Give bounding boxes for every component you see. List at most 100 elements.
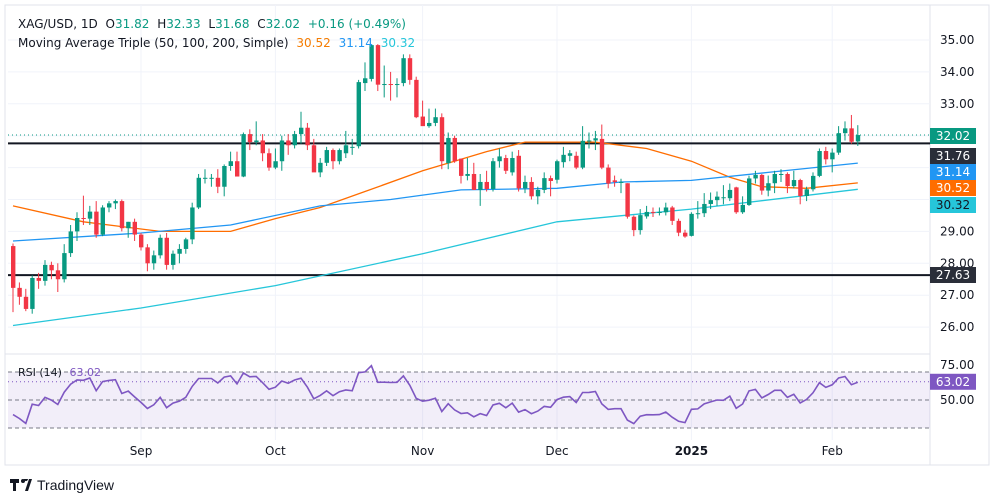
candle-body — [638, 215, 643, 231]
candle — [766, 175, 771, 197]
candle-body — [785, 173, 790, 187]
price-tick-label: 29.00 — [940, 224, 974, 238]
candle — [30, 275, 35, 314]
candle-body — [395, 84, 400, 86]
candle — [209, 173, 214, 187]
candle — [484, 170, 489, 192]
candle — [318, 158, 323, 178]
candle — [260, 134, 265, 162]
candle-body — [407, 58, 413, 80]
candle-body — [651, 211, 656, 213]
candle-body — [254, 140, 259, 143]
candle — [849, 114, 854, 144]
candle — [126, 221, 131, 238]
candle — [324, 146, 329, 167]
candle — [164, 232, 169, 270]
candle-body — [555, 161, 560, 180]
candle — [337, 148, 342, 165]
candle — [36, 272, 41, 289]
indicator-legend[interactable]: Moving Average Triple (50, 100, 200, Sim… — [18, 36, 419, 50]
time-tick-label: Nov — [411, 444, 434, 458]
candle-body — [158, 237, 163, 256]
candle-body — [382, 84, 387, 86]
candle-body — [363, 78, 368, 84]
candle-body — [55, 270, 61, 280]
candle-body — [574, 155, 579, 168]
candle — [177, 244, 182, 264]
candle-body — [318, 162, 323, 173]
rsi-name: RSI (14) — [18, 366, 62, 379]
candle — [43, 260, 48, 286]
candle-body — [721, 197, 726, 199]
candle-body — [331, 150, 336, 162]
candle-body — [100, 207, 105, 235]
rsi-legend[interactable]: RSI (14) 63.02 — [18, 366, 105, 379]
candle — [375, 44, 381, 92]
brand-name: TradingView — [37, 477, 115, 493]
candle-body — [491, 161, 496, 189]
candle-body — [190, 207, 195, 240]
candle — [113, 199, 118, 210]
candle-body — [471, 173, 477, 190]
candle-body — [612, 180, 617, 182]
candle-body — [593, 138, 598, 141]
ma200-value: 30.32 — [380, 36, 416, 50]
time-tick-label: 2025 — [675, 444, 708, 458]
candle-body — [772, 173, 777, 184]
candle-body — [145, 247, 150, 264]
candle — [721, 185, 726, 205]
candle — [68, 225, 73, 257]
time-tick-label: Feb — [822, 444, 843, 458]
tradingview-logo[interactable]: TradingView — [10, 477, 114, 493]
candle — [62, 244, 67, 283]
candle-body — [644, 211, 649, 217]
candle — [683, 229, 688, 238]
candle — [811, 172, 816, 192]
candle — [817, 148, 822, 178]
candle — [203, 169, 208, 184]
candle — [241, 132, 246, 178]
candle-body — [503, 158, 509, 171]
price-label-badge — [930, 180, 976, 196]
candle — [382, 65, 387, 98]
low-value: 31.68 — [215, 17, 250, 31]
candle-body — [343, 145, 349, 154]
rsi-tick-label: 50.00 — [940, 393, 974, 407]
candle — [331, 148, 336, 170]
candle-body — [791, 180, 797, 187]
symbol-name: XAG/USD, 1D — [18, 17, 98, 31]
candle-body — [561, 154, 566, 163]
candle — [215, 169, 221, 194]
candle-body — [766, 183, 771, 191]
candle-body — [599, 138, 605, 168]
candle-body — [369, 45, 374, 79]
candle — [631, 215, 637, 237]
candle-body — [292, 134, 297, 146]
candle — [420, 100, 425, 127]
candle-body — [695, 213, 701, 215]
candle — [427, 108, 432, 128]
candle-body — [222, 166, 227, 187]
candle — [107, 201, 112, 213]
candle-body — [817, 151, 822, 176]
candle-body — [164, 237, 169, 265]
candle — [292, 130, 297, 149]
candle — [593, 130, 598, 151]
candle-body — [657, 211, 662, 213]
candle-body — [606, 167, 611, 184]
candle — [823, 146, 829, 165]
candle — [228, 151, 233, 171]
candle — [599, 124, 605, 170]
candle-body — [446, 137, 451, 164]
candle-body — [139, 234, 144, 248]
candle — [708, 192, 713, 210]
candle — [151, 250, 157, 270]
candle — [676, 218, 681, 237]
candle-body — [548, 178, 553, 181]
candle-body — [804, 189, 809, 196]
candle-body — [676, 220, 681, 233]
open-label: O — [105, 17, 115, 31]
candle-body — [62, 253, 67, 280]
candle-body — [708, 200, 713, 204]
